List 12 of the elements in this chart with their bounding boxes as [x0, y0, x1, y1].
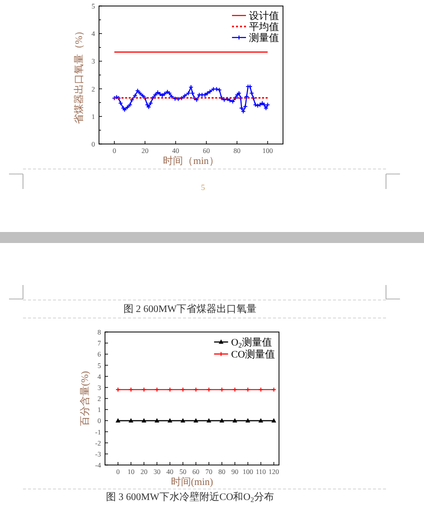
x-axis-title: 时间（min） [163, 155, 219, 167]
text: 5 [201, 183, 205, 192]
y-axis-title: 省煤器出口氧量（%） [73, 26, 85, 124]
legend-label: 测量值 [249, 32, 279, 44]
caption: 图 3 600MW下水冷壁附近CO和O$_{2}$分布 [106, 491, 274, 504]
legend-label: CO测量值 [231, 348, 275, 360]
x-axis-title: 时间(min) [170, 476, 214, 488]
caption: 图 2 600MW下省煤器出口氧量 [123, 303, 257, 315]
legend-label: 设计值 [249, 10, 279, 22]
y-axis-title: 百分含量(%) [79, 371, 91, 426]
legend-label: O$_{2}$测量值 [231, 336, 272, 350]
legend-label: 平均值 [249, 21, 279, 33]
